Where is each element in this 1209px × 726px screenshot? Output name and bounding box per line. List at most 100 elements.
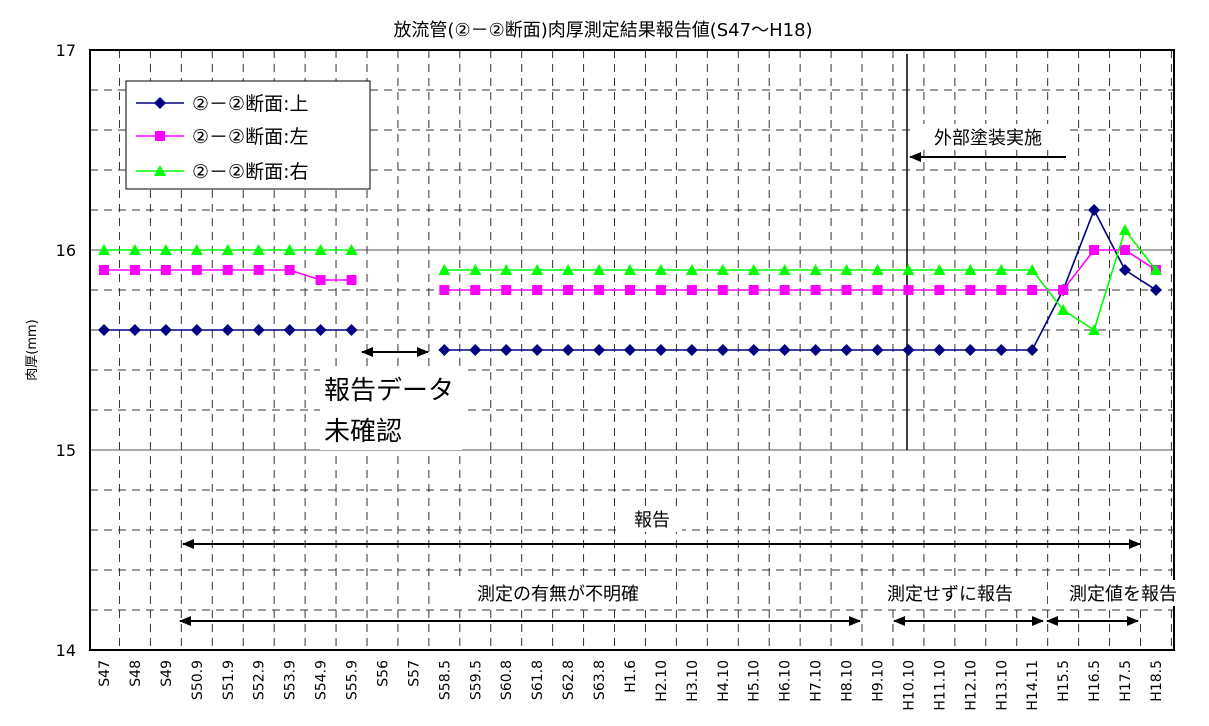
no-measure-label-bg: [864, 580, 1036, 606]
y-axis-label: 肉厚(mm): [25, 319, 40, 380]
data-point: [933, 264, 946, 275]
y-tick-labels: 14 15 16 17: [56, 41, 76, 660]
data-point: [439, 285, 450, 295]
data-point: [779, 285, 790, 295]
x-tick-label: S61.8: [530, 660, 546, 700]
data-point: [160, 265, 171, 275]
data-point: [1149, 284, 1162, 296]
x-tick-label: S63.8: [592, 660, 608, 700]
data-point: [315, 275, 326, 285]
data-point: [1088, 324, 1101, 335]
unconfirmed-label-bg: [320, 366, 462, 450]
data-point: [1119, 264, 1132, 276]
data-point: [810, 285, 821, 295]
data-point: [283, 244, 296, 255]
data-point: [717, 285, 728, 295]
data-point: [221, 244, 234, 255]
data-point: [872, 285, 883, 295]
data-point: [469, 344, 482, 356]
diamond-marker-icon: [154, 97, 166, 109]
data-point: [716, 344, 729, 356]
data-point: [871, 264, 884, 275]
data-point: [686, 285, 697, 295]
data-point: [623, 344, 636, 356]
data-point: [99, 265, 109, 275]
x-tick-label: H17.5: [1118, 660, 1134, 702]
x-tick-label: H1.6: [623, 660, 639, 693]
data-point: [346, 275, 357, 285]
coating-label: 外部塗装実施: [934, 127, 1042, 149]
x-tick-label: H9.10: [871, 660, 887, 702]
data-point: [159, 324, 172, 336]
data-point: [809, 264, 822, 275]
data-point: [345, 244, 358, 255]
data-point: [159, 244, 172, 255]
data-point: [747, 344, 760, 356]
data-point: [345, 324, 358, 336]
data-point: [685, 264, 698, 275]
data-point: [902, 344, 915, 356]
x-tick-label: H3.10: [685, 660, 701, 702]
data-point: [531, 344, 544, 356]
data-point: [964, 264, 977, 275]
data-point: [747, 264, 760, 275]
reported-label: 報告: [634, 510, 670, 531]
data-point: [934, 285, 945, 295]
data-point: [1119, 224, 1132, 235]
data-point: [655, 285, 666, 295]
x-tick-label: S57: [406, 660, 422, 687]
x-tick-label: H2.10: [654, 660, 670, 702]
data-point: [222, 265, 233, 275]
series-line: [444, 249, 1157, 291]
plot-frame: [89, 49, 1175, 651]
data-point: [190, 244, 203, 255]
data-point: [871, 344, 884, 356]
x-tick-label: H16.5: [1087, 660, 1103, 702]
data-point: [221, 324, 234, 336]
x-tick-label: H18.5: [1149, 660, 1165, 702]
reported-label-bg: [622, 506, 682, 532]
data-point: [716, 264, 729, 275]
data-point: [469, 264, 482, 275]
data-point: [253, 265, 264, 275]
data-point: [129, 265, 140, 275]
legend: ②－②断面:上 ②－②断面:左 ②－②断面:右: [125, 80, 371, 190]
unconfirmed-label-line2: 未確認: [324, 417, 402, 447]
chart-title: 放流管(②－②断面)肉厚測定結果報告値(S47～H18): [393, 20, 812, 41]
data-point: [841, 285, 852, 295]
data-point: [933, 344, 946, 356]
series: [98, 204, 1162, 356]
data-point: [128, 244, 141, 255]
data-point: [500, 344, 513, 356]
x-tick-label: S53.9: [283, 660, 299, 700]
x-tick-label: H13.10: [994, 660, 1010, 711]
legend-item-left: ②－②断面:左: [136, 126, 308, 148]
data-point: [314, 324, 327, 336]
data-point: [623, 264, 636, 275]
data-point: [531, 264, 544, 275]
data-point: [563, 285, 574, 295]
data-point: [593, 344, 606, 356]
y-tick-label: 14: [56, 641, 76, 660]
data-point: [778, 344, 791, 356]
legend-item-top: ②－②断面:上: [136, 93, 308, 115]
data-point: [1027, 285, 1038, 295]
data-point: [438, 264, 451, 275]
data-point: [501, 285, 512, 295]
x-tick-label: S50.9: [190, 660, 206, 700]
x-tick-label: S48: [128, 660, 144, 687]
data-point: [965, 285, 976, 295]
data-point: [1026, 344, 1039, 356]
data-point: [654, 344, 667, 356]
series-3: [98, 224, 1162, 335]
x-tick-label: S56: [375, 660, 391, 687]
data-point: [562, 344, 575, 356]
triangle-marker-icon: [154, 165, 166, 176]
y-tick-label: 17: [56, 41, 76, 60]
series-1: [98, 204, 1162, 356]
x-tick-label: S49: [159, 660, 175, 687]
data-point: [1058, 285, 1069, 295]
unclear-label-bg: [440, 580, 676, 606]
